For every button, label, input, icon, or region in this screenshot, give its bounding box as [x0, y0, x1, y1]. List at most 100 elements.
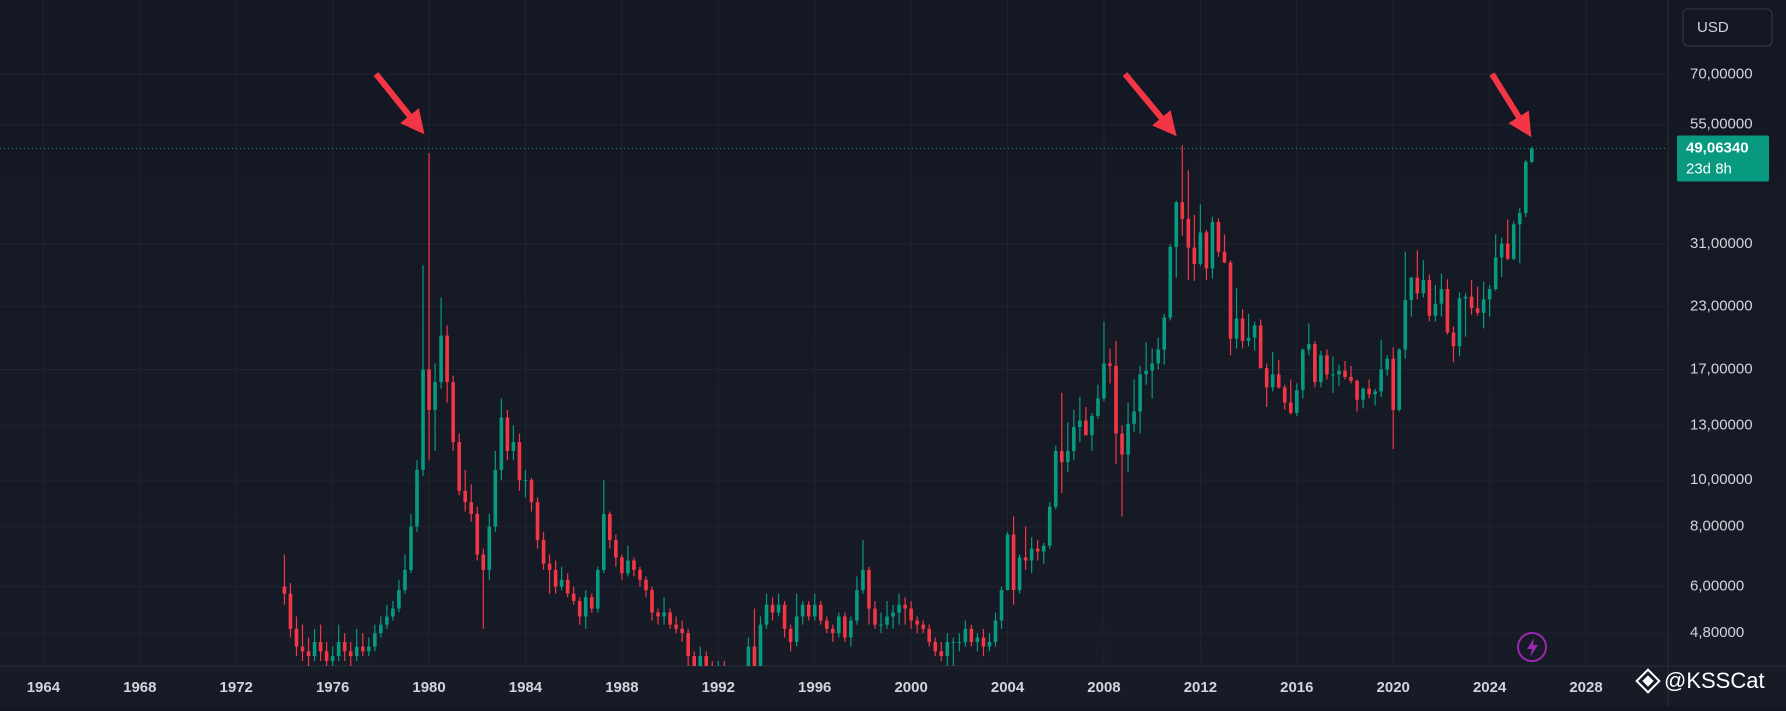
candle-body	[288, 593, 293, 629]
candle-body	[843, 616, 847, 638]
candle-body	[1090, 415, 1094, 436]
candle-body	[421, 369, 425, 470]
candle-body	[493, 469, 498, 527]
y-tick-label: 23,00000	[1690, 297, 1753, 314]
candle-body	[981, 637, 986, 647]
candle-body	[1457, 298, 1462, 347]
candle-body	[909, 608, 913, 621]
candle-body	[1228, 262, 1233, 339]
candle-body	[620, 557, 624, 574]
lightning-icon[interactable]	[1517, 632, 1547, 662]
candle-body	[680, 628, 684, 634]
candle-body	[776, 604, 781, 613]
candle-body	[445, 335, 449, 383]
candle-body	[1409, 277, 1414, 301]
candle-body	[1475, 308, 1480, 313]
y-tick-label: 31,00000	[1690, 235, 1753, 252]
candle-body	[867, 569, 871, 609]
candle-body	[686, 633, 690, 657]
candle-body	[1301, 349, 1305, 391]
candle-body	[1355, 380, 1359, 400]
candle-body	[999, 590, 1004, 621]
candle-body	[559, 579, 564, 587]
candle-body	[1487, 289, 1492, 300]
candle-body	[644, 579, 648, 591]
candle-body	[1114, 365, 1118, 434]
candle-body	[505, 417, 510, 451]
candle-body	[306, 651, 311, 657]
candle-body	[589, 597, 594, 609]
y-tick-label: 13,00000	[1690, 416, 1753, 433]
candle-body	[1337, 370, 1341, 375]
candle-body	[385, 616, 389, 625]
candle-body	[1258, 325, 1263, 369]
candle-body	[1343, 370, 1347, 377]
candle-body	[457, 442, 461, 491]
candle-body	[451, 382, 455, 443]
candle-body	[698, 656, 703, 666]
candle-body	[523, 480, 528, 482]
candle-body	[903, 604, 907, 609]
x-tick-label: 2024	[1473, 679, 1507, 696]
candle-body	[1264, 368, 1269, 388]
currency-label: USD	[1697, 19, 1729, 36]
candle-body	[704, 656, 709, 666]
candle-body	[1029, 548, 1034, 561]
candle-body	[1270, 374, 1275, 388]
candle-body	[782, 604, 787, 629]
candle-body	[1403, 300, 1408, 350]
currency-button[interactable]: USD	[1682, 8, 1773, 47]
last-price-box	[1677, 135, 1769, 182]
candle-body	[668, 612, 672, 625]
candle-body	[1373, 391, 1377, 395]
candle-body	[830, 628, 835, 634]
candle-body	[1307, 344, 1311, 350]
candle-body	[1385, 358, 1389, 370]
candle-body	[1463, 296, 1468, 299]
candle-body	[547, 563, 552, 570]
candle-body	[535, 502, 540, 541]
axes: 4,80000 6,00000 8,00000 10,00000 13,00000 17,…	[0, 65, 1769, 696]
candle-body	[1210, 221, 1215, 269]
y-tick-label: 10,00000	[1690, 471, 1753, 488]
candle-body	[1276, 374, 1281, 388]
candle-body	[927, 628, 932, 643]
x-tick-label: 1996	[798, 679, 831, 696]
candle-body	[1331, 374, 1335, 376]
candle-body	[1059, 450, 1064, 463]
candle-body	[614, 540, 618, 558]
x-tick-label: 2008	[1087, 679, 1120, 696]
x-tick-label: 1984	[509, 679, 543, 696]
x-tick-label: 2012	[1184, 679, 1217, 696]
candle-body	[1096, 398, 1100, 416]
candle-body	[1017, 557, 1022, 591]
x-tick-label: 2020	[1377, 679, 1410, 696]
candle-body	[312, 642, 317, 657]
arrow	[1122, 72, 1177, 137]
candle-body	[1072, 427, 1076, 451]
candle-body	[837, 616, 841, 634]
candle-body	[1053, 450, 1058, 507]
candle-body	[1204, 232, 1209, 269]
candle-body	[933, 642, 938, 652]
candle-body	[945, 642, 950, 657]
candle-body	[692, 656, 697, 666]
candle-body	[1523, 161, 1528, 214]
candle-body	[1445, 289, 1450, 333]
candle-body	[433, 382, 437, 410]
candle-body	[879, 624, 883, 626]
candle-body	[1047, 506, 1052, 546]
candle-body	[439, 335, 443, 383]
candle-body	[1469, 296, 1474, 309]
candle-body	[1023, 557, 1028, 561]
x-tick-label: 1964	[27, 679, 61, 696]
candle-body	[336, 642, 341, 657]
candle-body	[1367, 388, 1371, 395]
candle-body	[770, 604, 775, 613]
candle-body	[1198, 232, 1203, 264]
candle-body	[342, 642, 347, 652]
x-tick-label: 1992	[702, 679, 735, 696]
